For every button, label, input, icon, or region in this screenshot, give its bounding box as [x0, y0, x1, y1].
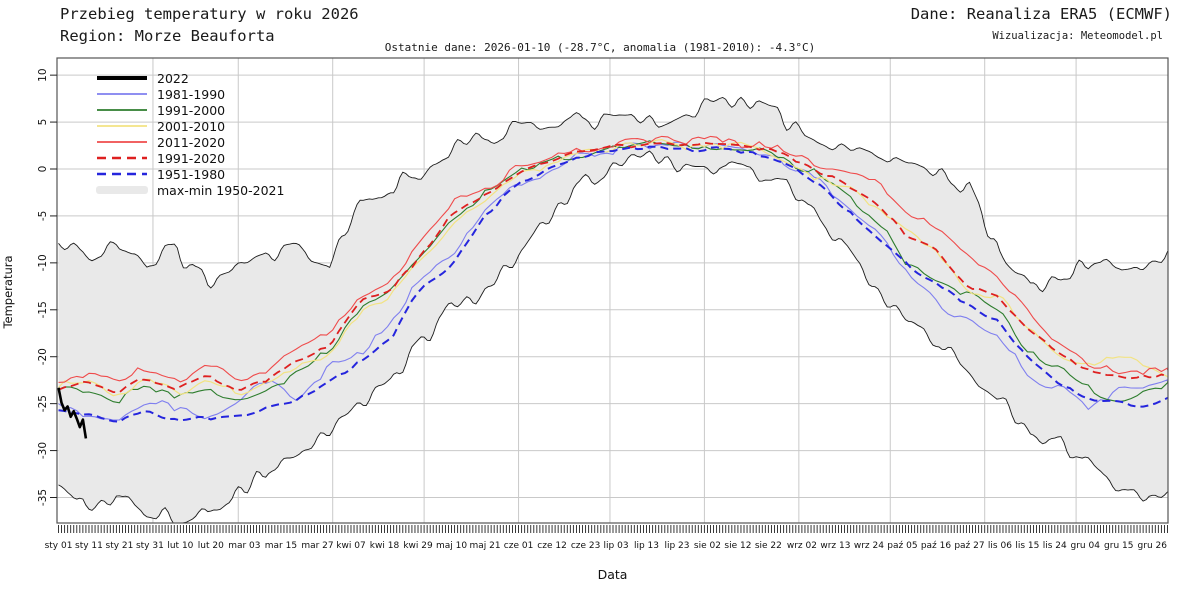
svg-text:10: 10: [37, 68, 49, 81]
svg-text:kwi 07: kwi 07: [336, 541, 365, 551]
y-axis-title: Temperatura: [1, 255, 15, 329]
svg-text:sty 11: sty 11: [75, 541, 103, 551]
svg-text:paź 27: paź 27: [954, 541, 984, 551]
svg-text:wrz 24: wrz 24: [854, 541, 884, 551]
legend-item: 2001-2010: [96, 118, 284, 134]
svg-text:-5: -5: [37, 211, 49, 221]
svg-text:wrz 02: wrz 02: [787, 541, 817, 551]
legend-item: 2011-2020: [96, 134, 284, 150]
svg-text:lip 03: lip 03: [604, 541, 629, 551]
svg-text:mar 15: mar 15: [265, 541, 297, 551]
svg-text:sty 01: sty 01: [45, 541, 73, 551]
x-axis-title: Data: [597, 567, 628, 582]
data-source-label: Dane: Reanaliza ERA5 (ECMWF): [910, 5, 1172, 23]
legend-item: 2022: [96, 70, 284, 86]
legend-line-swatch: [96, 165, 148, 184]
svg-text:gru 15: gru 15: [1104, 541, 1133, 551]
svg-text:mar 27: mar 27: [301, 541, 333, 551]
svg-text:gru 26: gru 26: [1138, 541, 1168, 551]
svg-text:maj 10: maj 10: [436, 541, 467, 551]
svg-text:sie 02: sie 02: [694, 541, 721, 551]
svg-text:lis 15: lis 15: [1015, 541, 1039, 551]
svg-text:gru 04: gru 04: [1071, 541, 1101, 551]
series-line-1991-2000: [58, 140, 1168, 404]
svg-text:-20: -20: [37, 348, 49, 365]
series-line-2001-2010: [58, 138, 1168, 397]
legend-label: 2011-2020: [157, 134, 226, 150]
svg-text:sie 12: sie 12: [724, 541, 751, 551]
legend-line-swatch: [96, 101, 148, 120]
legend-line-swatch: [96, 133, 148, 152]
svg-text:cze 23: cze 23: [571, 541, 601, 551]
series-line-2022: [57, 387, 88, 439]
svg-text:kwi 29: kwi 29: [403, 541, 433, 551]
legend-label: 1951-1980: [157, 166, 226, 182]
legend-item: 1991-2000: [96, 102, 284, 118]
visualization-credit: Wizualizacja: Meteomodel.pl: [992, 30, 1163, 42]
chart-legend: 2022 1981-1990 1991-2000 2001-2010 2011-2020…: [96, 70, 284, 198]
svg-text:lis 24: lis 24: [1043, 541, 1067, 551]
svg-text:-15: -15: [37, 301, 49, 318]
legend-label: max-min 1950-2021: [157, 182, 285, 198]
series-line-1991-2020: [58, 141, 1168, 394]
svg-text:0: 0: [37, 166, 49, 173]
svg-text:5: 5: [37, 119, 49, 126]
legend-line-swatch: [96, 149, 148, 168]
svg-text:sty 21: sty 21: [106, 541, 134, 551]
legend-item: 1991-2020: [96, 150, 284, 166]
svg-text:-35: -35: [37, 489, 49, 506]
svg-text:maj 21: maj 21: [469, 541, 500, 551]
svg-text:lip 13: lip 13: [634, 541, 659, 551]
latest-data-subtitle: Ostatnie dane: 2026-01-10 (-28.7°C, anom…: [384, 41, 816, 54]
svg-text:-30: -30: [37, 442, 49, 459]
svg-text:lut 20: lut 20: [198, 541, 224, 551]
svg-text:paź 05: paź 05: [887, 541, 917, 551]
svg-text:-25: -25: [37, 395, 49, 412]
legend-label: 1991-2000: [157, 102, 226, 118]
svg-text:mar 03: mar 03: [228, 541, 260, 551]
series-line-1951-1980: [58, 145, 1168, 423]
svg-text:lip 23: lip 23: [664, 541, 689, 551]
svg-text:wrz 13: wrz 13: [820, 541, 850, 551]
svg-text:kwi 18: kwi 18: [370, 541, 400, 551]
legend-label: 2001-2010: [157, 118, 226, 134]
svg-text:sty 31: sty 31: [136, 541, 164, 551]
legend-label: 2022: [157, 70, 189, 86]
svg-text:cze 12: cze 12: [537, 541, 567, 551]
svg-text:cze 01: cze 01: [504, 541, 534, 551]
svg-text:paź 16: paź 16: [921, 541, 952, 551]
svg-text:sie 22: sie 22: [755, 541, 782, 551]
region-subtitle: Region: Morze Beauforta: [60, 27, 275, 45]
legend-band-swatch: [96, 181, 148, 200]
legend-line-swatch: [96, 117, 148, 136]
svg-text:lut 10: lut 10: [167, 541, 193, 551]
svg-text:lis 06: lis 06: [988, 541, 1012, 551]
legend-line-swatch: [96, 85, 148, 104]
legend-item: 1951-1980: [96, 166, 284, 182]
svg-text:-10: -10: [37, 254, 49, 271]
legend-label: 1991-2020: [157, 150, 226, 166]
legend-item: max-min 1950-2021: [96, 182, 284, 198]
legend-line-swatch: [96, 69, 148, 88]
page-title: Przebieg temperatury w roku 2026: [60, 5, 359, 23]
legend-item: 1981-1990: [96, 86, 284, 102]
legend-label: 1981-1990: [157, 86, 226, 102]
